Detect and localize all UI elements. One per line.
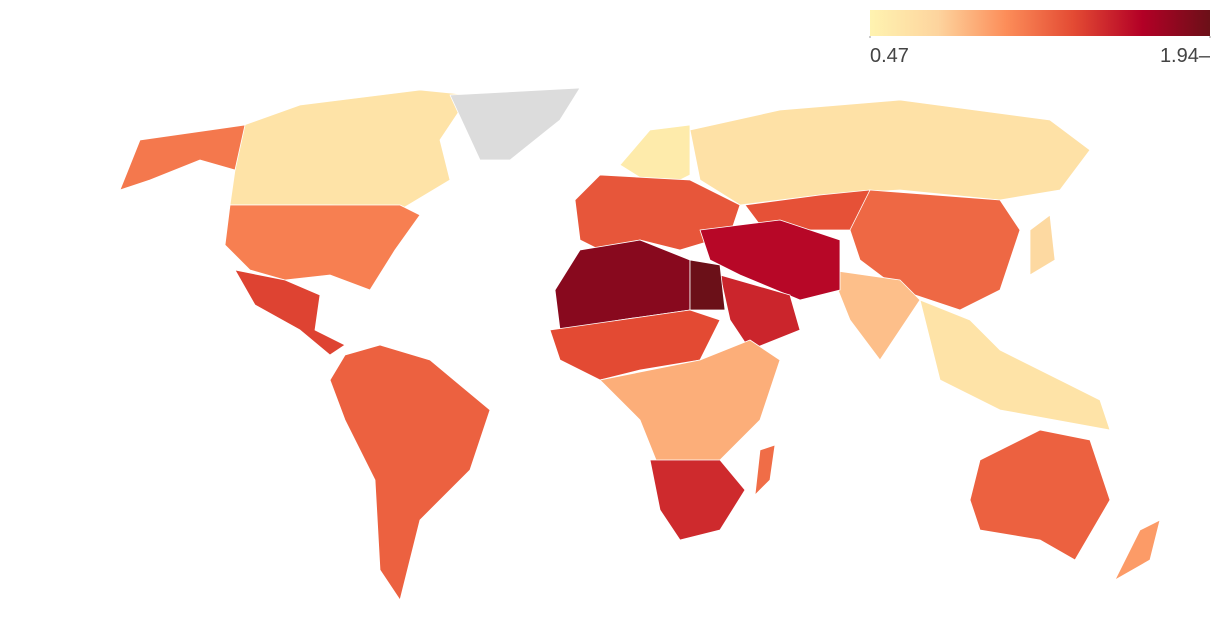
region	[1114, 519, 1161, 581]
colorbar-tick-label: 0.47	[870, 45, 909, 67]
region	[234, 269, 346, 356]
region	[719, 274, 801, 351]
region	[649, 459, 746, 541]
region	[329, 344, 491, 601]
region	[754, 444, 776, 496]
region	[829, 269, 921, 361]
region	[699, 219, 841, 301]
region	[224, 204, 421, 291]
region	[119, 124, 246, 191]
colorbar	[870, 10, 1210, 36]
region	[229, 89, 471, 211]
region	[689, 99, 1091, 206]
colorbar-tick-label: 1.94–	[1160, 45, 1211, 67]
region	[919, 299, 1111, 431]
region	[689, 259, 726, 311]
regions	[119, 87, 1161, 601]
region	[1029, 214, 1056, 276]
region	[599, 339, 781, 471]
region	[449, 87, 581, 161]
region	[969, 429, 1111, 561]
